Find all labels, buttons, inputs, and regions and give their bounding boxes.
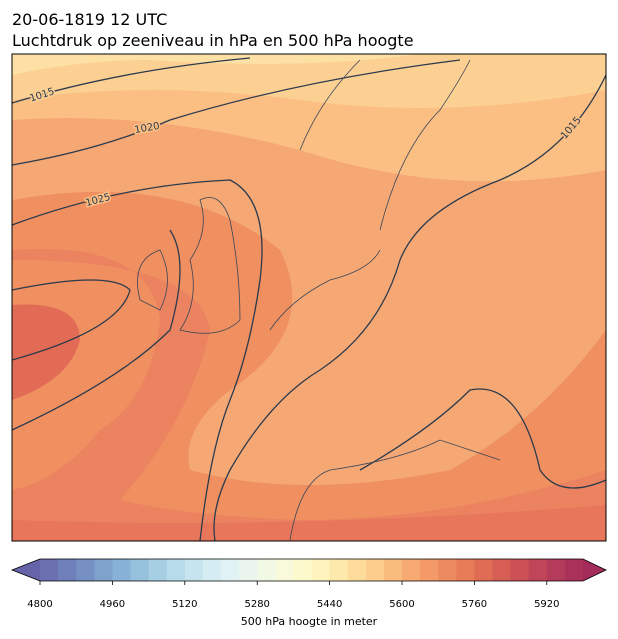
colorbar-segment	[221, 559, 240, 581]
colorbar-tick-label: 5600	[389, 599, 414, 610]
colorbar-segment	[257, 559, 276, 581]
map	[12, 54, 606, 541]
colorbar-segment	[365, 559, 385, 581]
band	[12, 191, 606, 541]
colorbar-segment	[546, 559, 566, 581]
colorbar: 4800 4960 5120 5280 5440 5600 5760 5920	[10, 558, 607, 610]
coastlines	[137, 59, 501, 541]
colorbar-segment	[329, 559, 349, 581]
colorbar-segment	[420, 559, 439, 581]
map-frame	[11, 53, 607, 542]
colorbar-segment	[402, 559, 421, 581]
colorbar-outline	[10, 558, 607, 582]
colorbar-extend-low	[12, 559, 40, 581]
colorbar-segment	[564, 559, 584, 581]
colorbar-segment	[347, 559, 367, 581]
colorbar-segment	[40, 559, 59, 581]
colorbar-segment	[58, 559, 77, 581]
colorbar-segment	[311, 559, 330, 581]
title: 20-06-1819 12 UTC	[12, 10, 167, 29]
colorbar-tick-label: 5760	[462, 599, 487, 610]
colorbar-tick-label: 5440	[317, 599, 342, 610]
colorbar-segment	[510, 559, 530, 581]
colorbar-tick-label: 4800	[27, 599, 52, 610]
colorbar-segment	[184, 559, 204, 581]
colorbar-tick-label: 5920	[534, 599, 559, 610]
colorbar-label: 500 hPa hoogte in meter	[241, 615, 378, 628]
colorbar-segment	[202, 559, 222, 581]
colorbar-segment	[148, 559, 168, 581]
colorbar-segment	[383, 559, 403, 581]
colorbar-segment	[130, 559, 149, 581]
colorbar-tick-label: 5280	[244, 599, 269, 610]
colorbar-segment	[438, 559, 457, 581]
band	[12, 54, 420, 75]
isobars	[12, 57, 606, 541]
colorbar-segment	[166, 559, 186, 581]
colorbar-segment	[474, 559, 493, 581]
band	[12, 54, 606, 108]
colorbar-tick-label: 5120	[172, 599, 197, 610]
colorbar-segment	[76, 559, 95, 581]
colorbar-segment	[94, 559, 113, 581]
colorbar-segment	[112, 559, 131, 581]
colorbar-extend-high	[583, 559, 606, 581]
colorbar-segment	[293, 559, 312, 581]
colorbar-tick-label: 4960	[100, 599, 125, 610]
colorbar-segment	[275, 559, 294, 581]
band	[12, 505, 606, 541]
subtitle: Luchtdruk op zeeniveau in hPa en 500 hPa…	[12, 31, 414, 50]
colorbar-segment	[492, 559, 511, 581]
colorbar-segment	[239, 559, 258, 581]
band	[12, 248, 606, 541]
band	[12, 304, 80, 400]
colorbar-segment	[528, 559, 548, 581]
colorbar-segment	[456, 559, 475, 581]
